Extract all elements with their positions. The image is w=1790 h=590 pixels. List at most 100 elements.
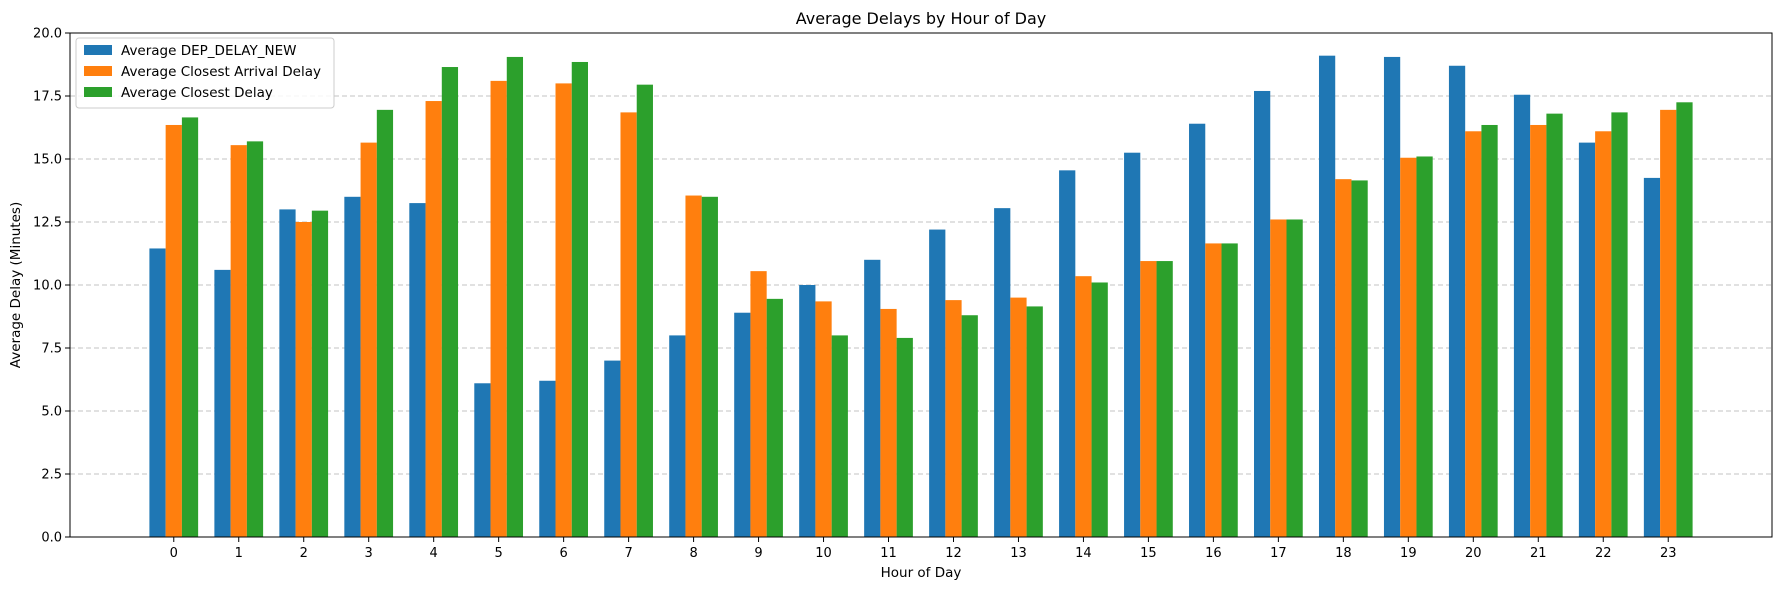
bar xyxy=(734,312,751,537)
bar xyxy=(669,335,686,537)
bar xyxy=(1205,243,1222,538)
x-tick-label: 23 xyxy=(1660,546,1677,561)
bar xyxy=(555,83,572,538)
bar xyxy=(1286,219,1303,538)
bar xyxy=(766,298,783,537)
x-tick-label: 6 xyxy=(559,546,567,561)
bar xyxy=(149,248,166,537)
bar xyxy=(1676,102,1693,538)
bar xyxy=(1660,109,1677,538)
bar xyxy=(831,335,848,537)
x-tick-label: 8 xyxy=(689,546,697,561)
bar xyxy=(1448,65,1466,537)
bar xyxy=(1513,94,1531,538)
bar xyxy=(1026,306,1043,537)
bar xyxy=(279,209,296,537)
x-tick-label: 18 xyxy=(1335,546,1352,561)
bar xyxy=(1481,124,1498,537)
bar xyxy=(1221,243,1238,538)
bar xyxy=(1059,170,1076,537)
bar xyxy=(295,222,312,537)
bar xyxy=(1010,297,1027,537)
x-tick-label: 16 xyxy=(1205,546,1222,561)
bar xyxy=(506,56,524,537)
bar xyxy=(1075,276,1092,537)
bar xyxy=(701,196,718,538)
y-axis-label: Average Delay (Minutes) xyxy=(8,202,24,368)
bar xyxy=(1643,177,1661,537)
y-tick-label: 2.5 xyxy=(41,468,62,483)
bar xyxy=(1318,55,1336,538)
x-axis-ticks: 0 1 2 3 4 5 6 7 8 9 10 11 12 13 14 15 16 17 18 19 20 21 22 23 xyxy=(170,537,1677,561)
x-tick-label: 19 xyxy=(1400,546,1417,561)
bar xyxy=(165,124,182,537)
x-tick-label: 12 xyxy=(945,546,962,561)
bar xyxy=(1611,112,1628,537)
bar xyxy=(474,383,491,537)
bar xyxy=(945,300,962,537)
bar xyxy=(896,337,913,537)
bar xyxy=(636,84,653,537)
bar xyxy=(409,203,426,537)
legend-swatch xyxy=(84,87,112,97)
legend-frame xyxy=(75,37,335,109)
bars xyxy=(149,55,1693,538)
bar xyxy=(880,308,897,537)
legend-label: Average DEP_DELAY_NEW xyxy=(121,43,296,59)
x-tick-label: 0 xyxy=(170,546,178,561)
bar xyxy=(1254,90,1271,538)
x-tick-label: 15 xyxy=(1140,546,1157,561)
x-tick-label: 20 xyxy=(1465,546,1482,561)
legend-label: Average Closest Delay xyxy=(121,85,273,101)
x-tick-label: 3 xyxy=(365,546,373,561)
x-tick-label: 17 xyxy=(1270,546,1287,561)
y-tick-label: 10.0 xyxy=(33,279,62,294)
y-tick-label: 12.5 xyxy=(33,216,62,231)
bar xyxy=(1530,124,1547,537)
y-tick-label: 7.5 xyxy=(41,342,62,357)
bar xyxy=(1091,282,1108,537)
bar xyxy=(994,208,1011,537)
bar xyxy=(376,109,394,538)
bar xyxy=(539,380,556,537)
legend-swatch xyxy=(84,45,112,55)
bar xyxy=(360,142,377,537)
bar xyxy=(604,360,621,537)
bar xyxy=(246,141,264,538)
bar xyxy=(1156,261,1173,537)
y-tick-label: 0.0 xyxy=(41,531,62,546)
bar xyxy=(929,229,946,537)
bar xyxy=(864,259,881,537)
bar xyxy=(571,61,588,537)
chart-title: Average Delays by Hour of Day xyxy=(796,9,1047,28)
bar xyxy=(1124,152,1141,537)
x-tick-label: 5 xyxy=(495,546,503,561)
bar xyxy=(441,67,459,538)
bar xyxy=(685,195,702,538)
bar xyxy=(214,269,231,537)
bar xyxy=(1351,180,1368,538)
bar xyxy=(181,117,199,538)
bar xyxy=(344,196,361,538)
x-tick-label: 7 xyxy=(624,546,632,561)
bar xyxy=(311,210,329,537)
x-tick-label: 11 xyxy=(880,546,897,561)
y-tick-label: 15.0 xyxy=(33,153,62,168)
legend: Average DEP_DELAY_NEW Average Closest Arr… xyxy=(75,37,335,109)
bar xyxy=(1595,131,1612,537)
x-axis-label: Hour of Day xyxy=(881,565,962,581)
bar xyxy=(230,145,247,537)
x-tick-label: 4 xyxy=(430,546,438,561)
bar xyxy=(961,315,978,537)
bar xyxy=(1400,157,1417,538)
bar xyxy=(1383,56,1401,537)
y-tick-label: 17.5 xyxy=(33,90,62,105)
y-tick-label: 5.0 xyxy=(41,405,62,420)
legend-swatch xyxy=(84,66,112,76)
x-tick-label: 1 xyxy=(235,546,243,561)
x-tick-label: 2 xyxy=(300,546,308,561)
y-tick-label: 20.0 xyxy=(33,27,62,42)
bar xyxy=(490,80,507,537)
bar xyxy=(425,101,442,537)
legend-label: Average Closest Arrival Delay xyxy=(121,64,321,80)
